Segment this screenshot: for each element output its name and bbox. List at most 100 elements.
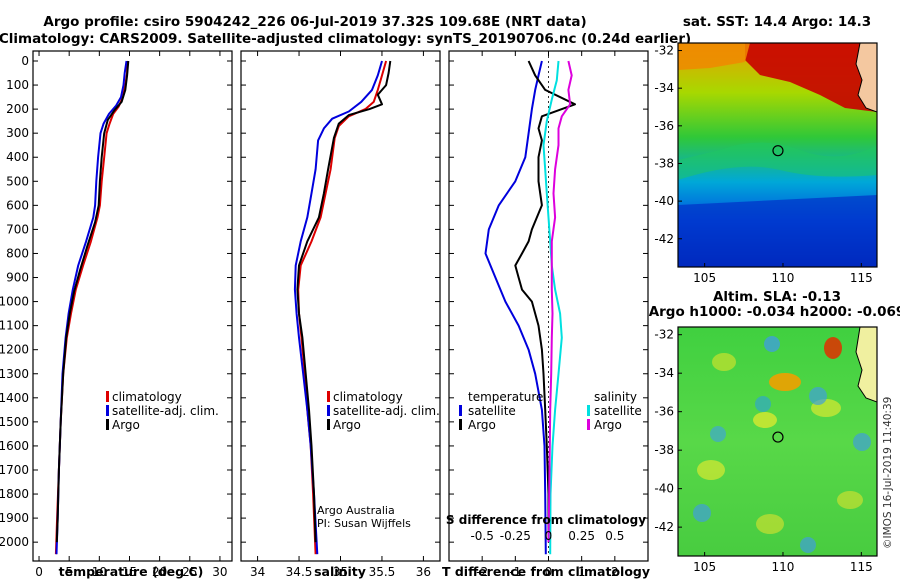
x-tick-label: 36	[416, 565, 431, 579]
map-y-tick-label: -40	[654, 194, 674, 208]
series-line-argo	[55, 60, 130, 543]
series-line-argo	[296, 60, 392, 543]
map-y-tick-label: -42	[654, 520, 674, 534]
x-tick-label: 25	[182, 565, 197, 579]
y-tick-label: 1300	[0, 367, 29, 381]
sla-map-title-1: Altim. SLA: -0.13	[713, 289, 841, 305]
legend-label-climatology: climatology	[333, 390, 403, 404]
x-tick-label: 35	[333, 565, 348, 579]
salinity-legend: climatology satellite-adj. clim. Argo	[327, 390, 440, 432]
legend-title-temperature: temperature	[468, 390, 543, 404]
s-tick-label: -0.5	[470, 529, 493, 543]
salinity-panel: 34 34.5 35 35.5 36	[241, 51, 440, 579]
y-tick-label: 900	[6, 271, 29, 285]
sla-map-title-2: Argo h1000: -0.034 h2000: -0.069	[649, 304, 900, 320]
legend-mark-t-satellite	[459, 405, 462, 416]
map-y-tick-label: -32	[654, 44, 674, 58]
x-tick-label: 35.5	[369, 565, 396, 579]
map-x-tick-label: 110	[772, 271, 795, 285]
s-tick-label: 0	[545, 529, 553, 543]
series-line-climatology	[54, 61, 129, 555]
s-difference-axis-label: S difference from climatology	[446, 513, 646, 527]
legend-label-satellite: satellite-adj. clim.	[112, 404, 219, 418]
x-tick-label: 5	[65, 565, 73, 579]
map-y-tick-label: -40	[654, 482, 674, 496]
y-tick-label: 0	[21, 54, 29, 68]
legend-mark-s-satellite	[587, 405, 590, 416]
y-tick-label: 1400	[0, 391, 29, 405]
x-tick-label: -1	[509, 565, 521, 579]
legend-mark-argo	[106, 419, 109, 430]
y-tick-label: 1200	[0, 343, 29, 357]
y-tick-label: 800	[6, 246, 29, 260]
map-y-tick-label: -32	[654, 328, 674, 342]
x-tick-label: -2	[476, 565, 488, 579]
profile-location-marker	[772, 145, 784, 157]
legend-label-argo: Argo	[333, 418, 361, 432]
y-tick-label: 1000	[0, 295, 29, 309]
y-tick-label: 1900	[0, 511, 29, 525]
series-line-climatology	[297, 60, 388, 555]
series-line-argo	[547, 60, 573, 543]
s-tick-label: -0.25	[500, 529, 531, 543]
temperature-legend: climatology satellite-adj. clim. Argo	[106, 390, 219, 432]
map-x-tick-label: 115	[850, 271, 873, 285]
map-x-tick-label: 105	[693, 560, 716, 574]
y-tick-label: 1100	[0, 319, 29, 333]
credit-argo-australia: Argo Australia	[317, 504, 395, 517]
map-y-tick-label: -38	[654, 443, 674, 457]
difference-panel: -2 -1 0 1 2	[449, 51, 648, 579]
map-x-tick-label: 105	[693, 271, 716, 285]
sst-map-field	[678, 43, 877, 267]
title-line-1: Argo profile: csiro 5904242_226 06-Jul-2…	[43, 14, 586, 30]
map-x-tick-label: 115	[850, 560, 873, 574]
legend-label-s-satellite: satellite	[594, 404, 642, 418]
legend-label-t-satellite: satellite	[468, 404, 516, 418]
map-y-tick-label: -42	[654, 232, 674, 246]
t-difference-axis-label: T difference from climatology	[442, 564, 650, 579]
y-tick-label: 1800	[0, 487, 29, 501]
y-tick-label: 600	[6, 198, 29, 212]
legend-title-salinity: salinity	[594, 390, 637, 404]
x-tick-label: 15	[122, 565, 137, 579]
difference-legend: temperature satellite Argo salinity sate…	[459, 390, 642, 432]
x-tick-label: 2	[611, 565, 619, 579]
x-tick-label: 20	[152, 565, 167, 579]
y-tick-label: 1500	[0, 415, 29, 429]
legend-mark-climatology	[106, 391, 109, 402]
legend-label-t-argo: Argo	[468, 418, 496, 432]
temperature-axis-label: temperature (deg C)	[59, 564, 204, 579]
credit-pi: PI: Susan Wijffels	[317, 517, 411, 530]
legend-mark-t-argo	[459, 419, 462, 430]
legend-mark-argo	[327, 419, 330, 430]
x-tick-label: 10	[92, 565, 107, 579]
legend-label-s-argo: Argo	[594, 418, 622, 432]
y-tick-label: 400	[6, 150, 29, 164]
legend-mark-satellite	[106, 405, 109, 416]
map-y-tick-label: -36	[654, 119, 674, 133]
sst-map-frame	[677, 42, 878, 268]
map-x-tick-label: 110	[772, 560, 795, 574]
legend-label-argo: Argo	[112, 418, 140, 432]
legend-label-satellite: satellite-adj. clim.	[333, 404, 440, 418]
legend-mark-satellite	[327, 405, 330, 416]
sla-map-frame	[677, 326, 878, 557]
temperature-panel-frame	[32, 50, 233, 562]
imos-credit: ©IMOS 16-Jul-2019 11:40:39	[882, 397, 894, 549]
salinity-axis-label: salinity	[314, 564, 366, 579]
series-line-satellite-adj-clim-	[55, 60, 128, 555]
y-tick-label: 2000	[0, 535, 29, 549]
legend-label-climatology: climatology	[112, 390, 182, 404]
x-tick-label: 1	[578, 565, 586, 579]
sst-map-axes: 105 110 115 -32 -34 -36 -38 -40 -42	[654, 44, 872, 285]
s-difference-ticks: -0.5 -0.25 0 0.25 0.5	[470, 529, 624, 543]
legend-mark-climatology	[327, 391, 330, 402]
legend-mark-s-argo	[587, 419, 590, 430]
map-y-tick-label: -34	[654, 81, 674, 95]
title-line-2: Climatology: CARS2009. Satellite-adjuste…	[0, 31, 691, 47]
x-tick-label: 34	[250, 565, 265, 579]
salinity-panel-frame	[240, 50, 441, 562]
y-tick-label: 100	[6, 78, 29, 92]
s-tick-label: 0.5	[605, 529, 624, 543]
